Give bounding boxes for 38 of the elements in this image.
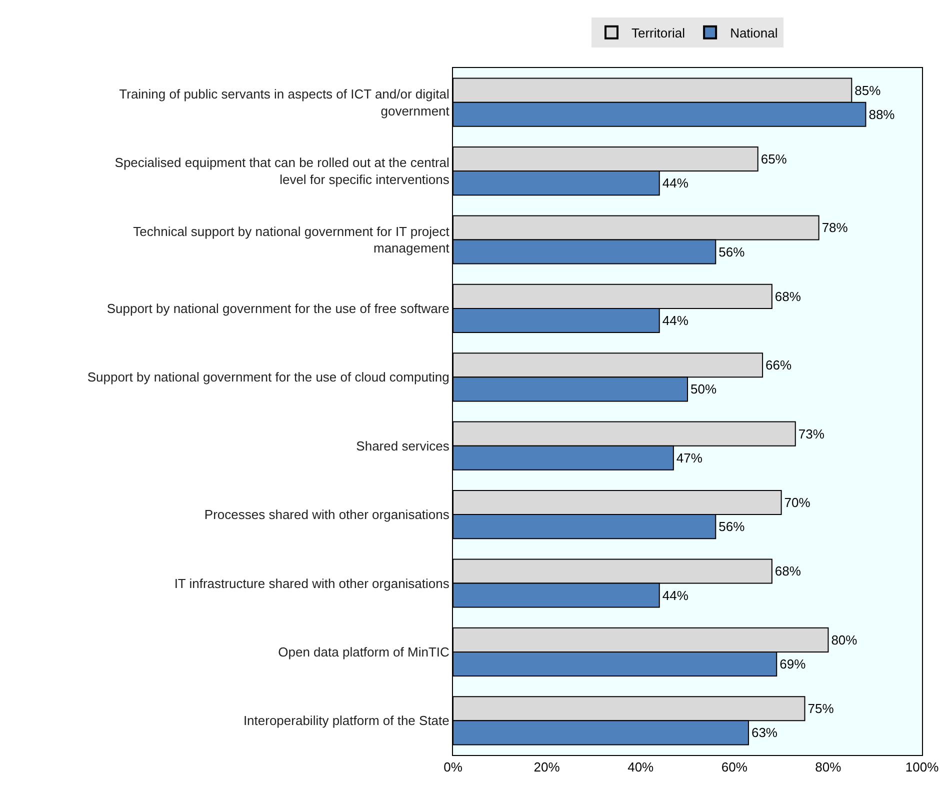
data-label: 47% bbox=[676, 450, 703, 466]
legend-label: National bbox=[730, 25, 778, 40]
y-tick-label: Shared services bbox=[356, 438, 450, 454]
data-label: 69% bbox=[780, 656, 806, 672]
data-label: 44% bbox=[662, 588, 689, 603]
y-tick-label: Interoperability platform of the State bbox=[243, 713, 450, 728]
data-label: 85% bbox=[854, 82, 882, 98]
data-label: 70% bbox=[784, 495, 811, 510]
x-tick-label: 60% bbox=[721, 760, 748, 775]
data-label: 75% bbox=[808, 701, 834, 716]
data-label: 56% bbox=[718, 519, 746, 534]
x-tick-label: 0% bbox=[444, 760, 463, 775]
data-label: 63% bbox=[751, 725, 778, 740]
data-label: 73% bbox=[798, 426, 825, 442]
y-tick-label: Support by national government for the use of free software bbox=[106, 301, 450, 316]
y-tick-label: Processes shared with other organisations bbox=[204, 507, 450, 522]
data-label: 56% bbox=[718, 244, 746, 260]
x-tick-label: 100% bbox=[905, 760, 940, 775]
x-tick-label: 80% bbox=[815, 760, 842, 775]
y-tick-label: Training of public servants in aspects of ICT and/or digital government bbox=[119, 86, 450, 118]
data-label: 68% bbox=[774, 288, 802, 304]
data-label: 44% bbox=[662, 176, 689, 191]
data-label: 78% bbox=[822, 220, 848, 236]
data-label: 68% bbox=[774, 564, 802, 579]
data-label: 80% bbox=[831, 632, 858, 648]
data-label: 65% bbox=[760, 152, 788, 167]
data-label: 88% bbox=[868, 106, 896, 122]
y-tick-label: Support by national government for the use of cloud computing bbox=[87, 370, 450, 385]
y-tick-label: IT infrastructure shared with other organisations bbox=[174, 576, 450, 591]
y-tick-label: Open data platform of MinTIC bbox=[278, 644, 450, 660]
data-label: 50% bbox=[690, 382, 717, 397]
x-tick-label: 20% bbox=[534, 760, 560, 775]
x-tick-label: 40% bbox=[628, 760, 654, 775]
data-label: 66% bbox=[766, 358, 792, 373]
data-label: 44% bbox=[662, 312, 689, 328]
legend-label: Territorial bbox=[632, 25, 686, 40]
y-tick-label: Specialised equipment that can be rolled out at the central level for specific interventions bbox=[114, 155, 450, 188]
y-tick-label: Technical support by national government for IT project management bbox=[133, 224, 450, 256]
